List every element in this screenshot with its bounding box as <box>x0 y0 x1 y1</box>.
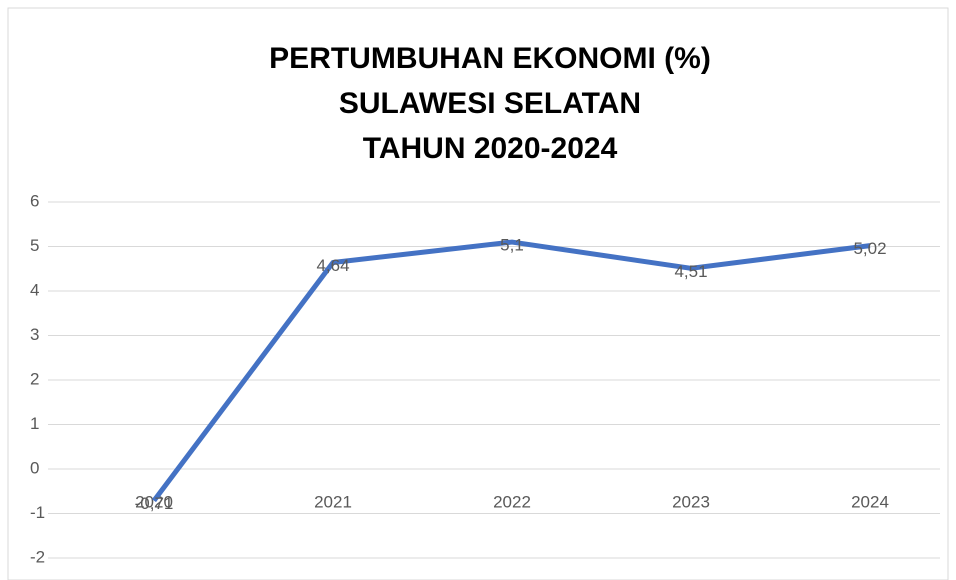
x-tick-label: 2024 <box>851 492 889 511</box>
y-tick-label: 5 <box>30 236 39 255</box>
line-series <box>152 239 871 503</box>
chart-title: TAHUN 2020-2024 <box>363 132 618 165</box>
data-label: -0,71 <box>135 494 174 513</box>
y-tick-label: 6 <box>30 191 39 210</box>
x-tick-label: 2022 <box>493 492 531 511</box>
data-label: 5,02 <box>853 239 886 258</box>
chart-title: PERTUMBUHAN EKONOMI (%) <box>269 42 711 75</box>
y-tick-label: 3 <box>30 325 39 344</box>
x-tick-label: 2023 <box>672 492 710 511</box>
data-label: 4,64 <box>316 256 349 275</box>
y-tick-label: -2 <box>30 547 45 566</box>
x-tick-label: 2021 <box>314 492 352 511</box>
data-label: 4,51 <box>674 262 707 281</box>
chart-title: SULAWESI SELATAN <box>339 87 641 120</box>
data-label: 5,1 <box>500 236 524 255</box>
x-tick-label: 2020 <box>135 492 173 511</box>
y-tick-label: 1 <box>30 414 39 433</box>
y-tick-label: 0 <box>30 458 39 477</box>
y-tick-label: 2 <box>30 369 39 388</box>
y-tick-label: 4 <box>30 280 39 299</box>
y-tick-label: -1 <box>30 503 45 522</box>
